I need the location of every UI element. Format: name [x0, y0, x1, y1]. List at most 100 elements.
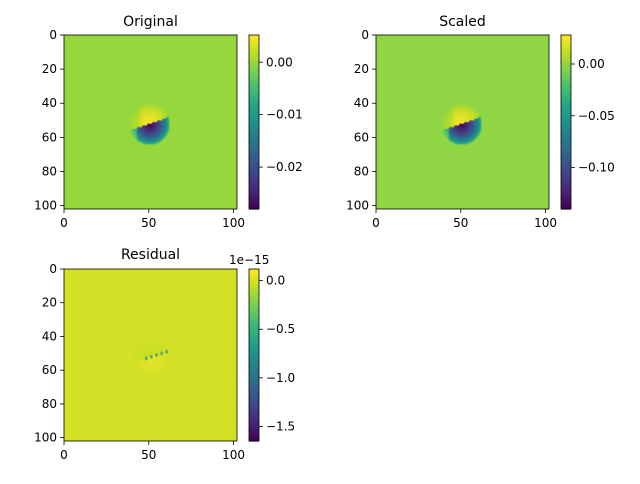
- colorbar-segment: [249, 300, 259, 303]
- colorbar-segment: [561, 162, 571, 165]
- colorbar-segment: [561, 188, 571, 191]
- colorbar-segment: [249, 180, 259, 183]
- colorbar-segment: [249, 122, 259, 125]
- colorbar-segment: [249, 130, 259, 133]
- colorbar-segment: [249, 119, 259, 122]
- colorbar-tick-label: 0.0: [266, 274, 285, 288]
- colorbar-segment: [249, 106, 259, 109]
- colorbar-segment: [249, 195, 259, 198]
- colorbar-segment: [249, 304, 259, 307]
- colorbar-segment: [249, 66, 259, 69]
- colorbar-segment: [249, 340, 259, 343]
- colorbar-segment: [249, 135, 259, 138]
- colorbar-segment: [249, 65, 259, 68]
- y-tick-label: 40: [354, 96, 369, 110]
- colorbar-segment: [249, 410, 259, 413]
- colorbar-segment: [561, 184, 571, 187]
- colorbar-segment: [249, 84, 259, 87]
- colorbar-segment: [249, 72, 259, 75]
- colorbar-segment: [561, 110, 571, 113]
- colorbar-segment: [249, 363, 259, 366]
- colorbar-segment: [249, 428, 259, 431]
- colorbar-segment: [561, 94, 571, 97]
- colorbar-segment: [561, 55, 571, 58]
- colorbar-segment: [249, 166, 259, 169]
- colorbar-segment: [561, 56, 571, 59]
- colorbar-segment: [249, 88, 259, 91]
- colorbar-segment: [561, 206, 571, 209]
- colorbar-segment: [249, 433, 259, 436]
- colorbar-segment: [249, 190, 259, 193]
- colorbar-segment: [561, 91, 571, 94]
- colorbar-segment: [249, 339, 259, 342]
- colorbar-segment: [249, 45, 259, 48]
- y-tick-label: 20: [354, 62, 369, 76]
- colorbar-segment: [249, 103, 259, 106]
- colorbar-segment: [561, 201, 571, 204]
- colorbar-segment: [249, 64, 259, 67]
- colorbar-tick-label: −1.5: [266, 419, 295, 433]
- colorbar-frame: [248, 268, 260, 442]
- colorbar-segment: [561, 180, 571, 183]
- colorbar-segment: [249, 104, 259, 107]
- colorbar-segment: [249, 37, 259, 40]
- colorbar-segment: [249, 85, 259, 88]
- colorbar-segment: [249, 332, 259, 335]
- colorbar-segment: [249, 334, 259, 337]
- colorbar-segment: [249, 387, 259, 390]
- colorbar-segment: [249, 162, 259, 165]
- colorbar-segment: [249, 95, 259, 98]
- colorbar-segment: [249, 402, 259, 405]
- colorbar-segment: [249, 90, 259, 93]
- colorbar-segment: [249, 188, 259, 191]
- colorbar-segment: [561, 116, 571, 119]
- colorbar-segment: [561, 153, 571, 156]
- colorbar-segment: [561, 130, 571, 133]
- subplot-title: Residual: [121, 247, 180, 263]
- colorbar-segment: [249, 436, 259, 439]
- colorbar-segment: [249, 168, 259, 171]
- colorbar-segment: [249, 40, 259, 43]
- colorbar-segment: [249, 98, 259, 101]
- y-tick-label: 80: [42, 164, 57, 178]
- colorbar-segment: [249, 432, 259, 435]
- colorbar-segment: [249, 113, 259, 116]
- colorbar-segment: [561, 120, 571, 123]
- colorbar-segment: [249, 346, 259, 349]
- axes-frame: [63, 268, 238, 442]
- colorbar-segment: [249, 277, 259, 280]
- colorbar-segment: [249, 416, 259, 419]
- colorbar-segment: [249, 172, 259, 175]
- colorbar-segment: [249, 337, 259, 340]
- colorbar-segment: [249, 360, 259, 363]
- colorbar-segment: [249, 347, 259, 350]
- colorbar-segment: [561, 62, 571, 65]
- colorbar-segment: [561, 93, 571, 96]
- colorbar-segment: [249, 283, 259, 286]
- colorbar-segment: [561, 100, 571, 103]
- colorbar-segment: [561, 88, 571, 91]
- colorbar-segment: [249, 392, 259, 395]
- y-tick-label: 80: [42, 397, 57, 411]
- colorbar-segment: [561, 52, 571, 55]
- colorbar-segment: [561, 152, 571, 155]
- colorbar-segment: [561, 98, 571, 101]
- colorbar-segment: [561, 122, 571, 125]
- colorbar-segment: [249, 281, 259, 284]
- colorbar-segment: [561, 175, 571, 178]
- colorbar-segment: [249, 53, 259, 56]
- y-tick-label: 20: [42, 62, 57, 76]
- colorbar-segment: [249, 146, 259, 149]
- colorbar-tick-label: −0.10: [578, 161, 615, 175]
- colorbar-segment: [249, 36, 259, 39]
- colorbar-segment: [249, 133, 259, 136]
- colorbar-segment: [561, 203, 571, 206]
- y-tick-label: 100: [34, 431, 57, 445]
- colorbar-segment: [249, 333, 259, 336]
- colorbar-segment: [249, 303, 259, 306]
- colorbar-segment: [249, 123, 259, 126]
- y-tick-label: 60: [354, 130, 369, 144]
- colorbar-segment: [249, 375, 259, 378]
